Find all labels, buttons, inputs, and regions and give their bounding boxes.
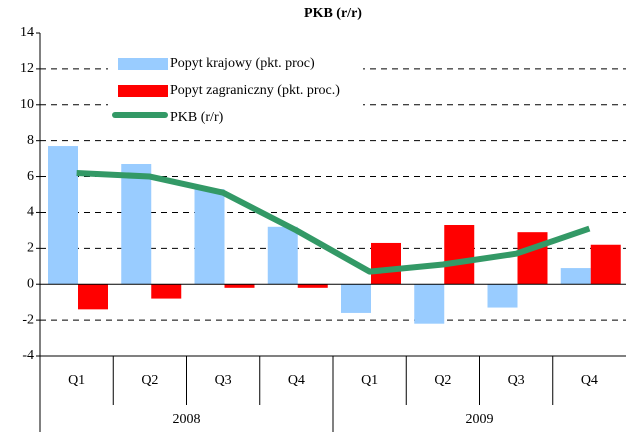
bar [560, 268, 591, 285]
legend-swatch [118, 58, 168, 70]
bar [224, 284, 255, 288]
group-label: 2008 [173, 412, 201, 427]
x-tick-label: Q4 [288, 373, 305, 388]
legend-label: Popyt krajowy (pkt. proc) [170, 56, 315, 71]
x-tick-label: Q2 [434, 373, 451, 388]
y-tick-label: 4 [27, 205, 34, 220]
y-tick-label: 2 [27, 241, 34, 256]
bar [371, 242, 401, 285]
x-tick-label: Q1 [361, 373, 378, 388]
chart-title: PKB (r/r) [304, 6, 362, 21]
y-tick-label: 0 [27, 276, 34, 291]
bar [151, 284, 182, 299]
bar [517, 232, 548, 285]
y-tick-label: 6 [27, 169, 34, 184]
x-tick-label: Q2 [141, 373, 158, 388]
x-tick-label: Q3 [215, 373, 232, 388]
bar [414, 284, 445, 324]
bar [487, 284, 518, 308]
bar [48, 146, 78, 285]
x-tick-label: Q1 [68, 373, 85, 388]
y-tick-label: 8 [27, 133, 34, 148]
y-tick-label: 14 [20, 25, 34, 40]
bar [194, 189, 225, 285]
legend-swatch [118, 85, 168, 97]
y-tick-label: 12 [20, 61, 34, 76]
bar [78, 284, 108, 310]
bar [444, 225, 475, 285]
bar [297, 284, 328, 288]
bar [590, 244, 621, 285]
group-label: 2009 [466, 412, 494, 427]
y-tick-label: -4 [22, 348, 34, 363]
legend-label: PKB (r/r) [170, 110, 224, 125]
y-tick-label: -2 [22, 312, 34, 327]
x-tick-label: Q3 [508, 373, 525, 388]
line [76, 169, 591, 275]
y-tick-label: 10 [20, 97, 34, 112]
bar [341, 284, 371, 313]
bar [121, 163, 152, 285]
x-tick-label: Q4 [581, 373, 598, 388]
legend-label: Popyt zagraniczny (pkt. proc.) [170, 83, 340, 98]
bar [267, 226, 298, 285]
